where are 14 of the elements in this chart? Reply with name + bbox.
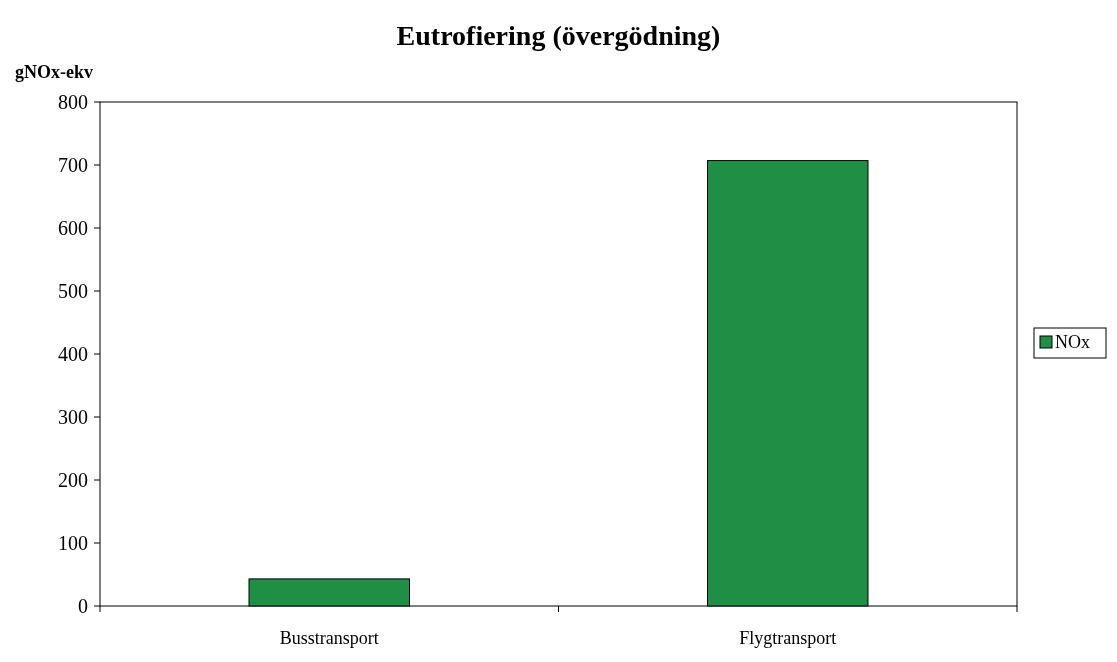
y-tick-label: 700 <box>58 154 88 176</box>
y-tick-label: 0 <box>78 595 88 617</box>
y-tick-label: 100 <box>58 532 88 554</box>
x-tick-label: Flygtransport <box>739 628 837 648</box>
y-tick-label: 500 <box>58 280 88 302</box>
y-tick-label: 200 <box>58 469 88 491</box>
y-axis-title: gNOx-ekv <box>15 62 93 82</box>
chart-title: Eutrofiering (övergödning) <box>396 20 721 51</box>
x-tick-label: Busstransport <box>279 628 379 648</box>
y-tick-label: 800 <box>58 91 88 113</box>
y-tick-label: 600 <box>58 217 88 239</box>
y-tick-label: 400 <box>58 343 88 365</box>
y-tick-label: 300 <box>58 406 88 428</box>
legend-label: NOx <box>1055 332 1090 353</box>
